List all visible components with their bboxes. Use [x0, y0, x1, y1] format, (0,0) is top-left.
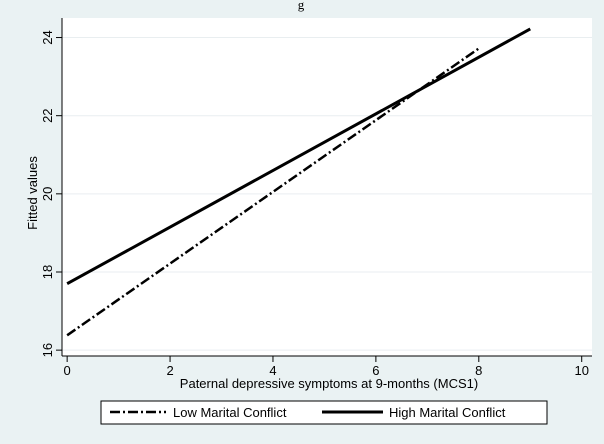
x-tick-label: 4 — [269, 363, 276, 378]
x-tick-label: 2 — [166, 363, 173, 378]
x-axis-title: Paternal depressive symptoms at 9-months… — [180, 376, 478, 391]
y-tick-label: 18 — [40, 265, 55, 279]
x-tick-label: 10 — [574, 363, 588, 378]
y-tick-label: 20 — [40, 187, 55, 201]
legend-label-high-marital-conflict: High Marital Conflict — [389, 405, 506, 420]
chart-top-caption: g — [298, 0, 305, 12]
x-tick-label: 6 — [372, 363, 379, 378]
x-tick-label: 8 — [475, 363, 482, 378]
y-tick-label: 24 — [40, 30, 55, 44]
grid — [62, 37, 592, 351]
y-tick-label: 22 — [40, 108, 55, 122]
legend-label-low-marital-conflict: Low Marital Conflict — [173, 405, 287, 420]
x-tick-label: 0 — [64, 363, 71, 378]
series-layer — [66, 27, 531, 337]
y-axis-title: Fitted values — [25, 156, 40, 230]
y-tick-label: 16 — [40, 343, 55, 357]
legend: Low Marital Conflict High Marital Confli… — [100, 400, 548, 425]
series-line-high-marital-conflict — [66, 27, 531, 286]
plot-area — [62, 18, 592, 356]
